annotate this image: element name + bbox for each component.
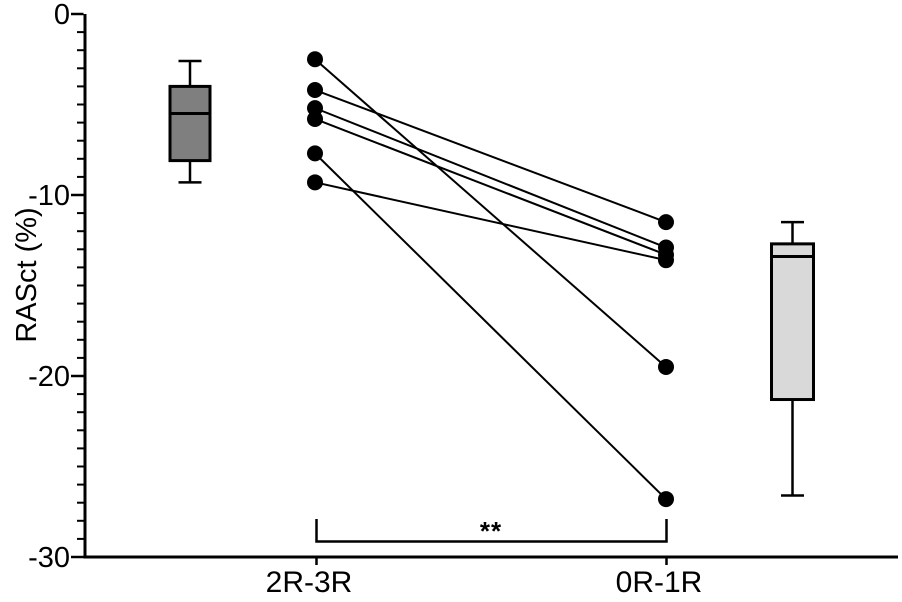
data-point-pair-2-2R-3R [307,82,323,99]
x-category-label-2r-3r: 2R-3R [266,566,353,597]
y-axis-title: RASct (%) [11,207,43,342]
pair-line-pair-5 [314,152,667,500]
x-category-label-0r-1r: 0R-1R [616,566,703,597]
data-point-pair-1-0R-1R [658,358,674,375]
box-2R-3R [168,84,212,163]
data-point-pair-2-0R-1R [658,214,674,231]
y-tick-label-30: -30 [28,542,70,574]
pair-line-pair-3 [314,107,667,249]
axes-lines [83,14,898,559]
y-tick-label-10: -10 [28,180,70,212]
pair-line-pair-2 [314,89,667,224]
data-point-pair-5-0R-1R [658,491,674,508]
y-tick-label-0: 0 [54,0,70,31]
y-tick-label-20: -20 [28,361,70,393]
data-point-pair-6-0R-1R [658,252,674,269]
significance-bracket [315,519,668,543]
pair-line-pair-6 [314,181,667,262]
data-point-pair-5-2R-3R [307,145,323,162]
chart-geometry [71,12,898,565]
data-point-pair-4-2R-3R [307,110,323,127]
data-point-pair-1-2R-3R [307,51,323,68]
significance-label: ** [480,516,502,546]
pair-line-pair-4 [314,118,667,256]
pair-line-pair-1 [314,58,667,368]
box-0R-1R [770,242,815,402]
data-point-pair-6-2R-3R [307,174,323,191]
